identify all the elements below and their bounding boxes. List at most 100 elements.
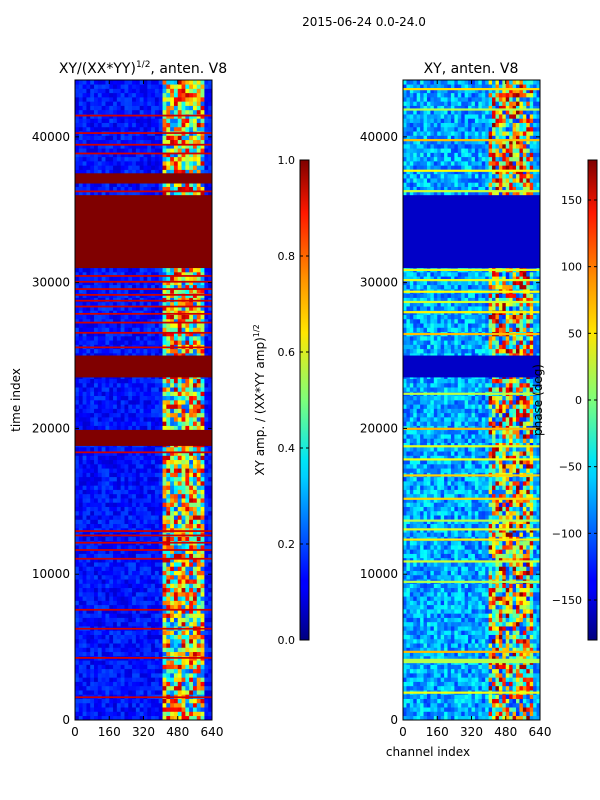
heatmap-cell bbox=[162, 545, 167, 550]
heatmap-cell bbox=[185, 707, 190, 712]
heatmap-cell bbox=[75, 323, 80, 328]
heatmap-cell bbox=[162, 391, 167, 397]
heatmap-cell bbox=[196, 579, 201, 584]
heatmap-cell bbox=[147, 152, 152, 158]
heatmap-cell bbox=[113, 327, 118, 333]
heatmap-cell bbox=[132, 135, 137, 141]
heatmap-cell bbox=[192, 583, 198, 589]
heatmap-cell bbox=[200, 353, 205, 358]
heatmap-cell bbox=[151, 596, 156, 601]
heatmap-cell bbox=[75, 348, 80, 354]
heatmap-cell bbox=[101, 707, 106, 712]
heatmap-cell bbox=[120, 485, 125, 490]
heatmap-cell bbox=[101, 318, 106, 324]
heatmap-cell bbox=[75, 387, 80, 392]
heatmap-cell bbox=[116, 600, 121, 606]
heatmap-cell bbox=[143, 425, 148, 431]
heatmap-cell bbox=[109, 336, 114, 341]
heatmap-cell bbox=[139, 536, 144, 542]
heatmap-cell bbox=[173, 681, 179, 687]
heatmap-cell bbox=[196, 553, 201, 559]
heatmap-cell bbox=[97, 353, 102, 358]
heatmap-cell bbox=[105, 510, 110, 516]
heatmap-cell bbox=[143, 327, 148, 333]
heatmap-cell bbox=[208, 169, 212, 175]
heatmap-cell bbox=[192, 165, 198, 170]
heatmap-cell bbox=[154, 587, 160, 593]
heatmap-cell bbox=[128, 404, 133, 409]
heatmap-cell bbox=[101, 378, 106, 384]
heatmap-cell bbox=[75, 267, 80, 273]
heatmap-cell bbox=[166, 481, 171, 486]
heatmap-cell bbox=[192, 711, 198, 717]
heatmap-cell bbox=[90, 314, 95, 320]
heatmap-cell bbox=[147, 545, 152, 550]
heatmap-cell bbox=[109, 387, 114, 392]
heatmap-cell bbox=[116, 553, 121, 559]
heatmap-cell bbox=[170, 685, 175, 691]
heatmap-cell bbox=[143, 353, 148, 358]
heatmap-cell bbox=[109, 532, 114, 537]
heatmap-cell bbox=[185, 148, 190, 153]
heatmap-cell bbox=[139, 156, 144, 162]
heatmap-cell bbox=[97, 144, 102, 149]
heatmap-cell bbox=[109, 489, 114, 495]
heatmap-cell bbox=[116, 502, 121, 507]
heatmap-cell bbox=[170, 348, 175, 354]
heatmap-cell bbox=[113, 685, 118, 691]
heatmap-cell bbox=[189, 570, 194, 576]
heatmap-cell bbox=[78, 570, 83, 576]
heatmap-cell bbox=[151, 630, 156, 635]
heatmap-cell bbox=[128, 301, 133, 307]
heatmap-cell bbox=[166, 557, 171, 563]
heatmap-cell bbox=[196, 570, 201, 576]
heatmap-cell bbox=[147, 685, 152, 691]
heatmap-cell bbox=[208, 681, 212, 687]
heatmap-cell bbox=[101, 515, 106, 520]
heatmap-cell bbox=[200, 493, 205, 499]
heatmap-cell bbox=[113, 485, 118, 490]
heatmap-cell bbox=[116, 660, 121, 665]
heatmap-cell bbox=[139, 613, 144, 618]
heatmap-cell bbox=[154, 557, 160, 563]
heatmap-cell bbox=[173, 707, 179, 712]
heatmap-cell bbox=[105, 707, 110, 712]
heatmap-cell bbox=[94, 613, 99, 618]
heatmap-cell bbox=[154, 459, 160, 465]
heatmap-cell bbox=[154, 651, 160, 657]
heatmap-cell bbox=[162, 455, 167, 461]
heatmap-cell bbox=[166, 451, 171, 456]
heatmap-cell bbox=[124, 579, 129, 584]
heatmap-cell bbox=[181, 340, 186, 345]
heatmap-cell bbox=[132, 673, 137, 678]
heatmap-cell bbox=[143, 126, 148, 132]
heatmap-cell bbox=[173, 476, 179, 482]
heatmap-cell bbox=[90, 651, 95, 657]
heatmap-cell bbox=[181, 387, 186, 392]
heatmap-cell bbox=[158, 391, 163, 397]
heatmap-cell bbox=[185, 545, 190, 550]
heatmap-cell bbox=[135, 284, 140, 290]
heatmap-cell bbox=[97, 139, 102, 145]
heatmap-cell bbox=[86, 472, 91, 478]
heatmap-cell bbox=[113, 464, 118, 469]
heatmap-cell bbox=[124, 613, 129, 618]
heatmap-cell bbox=[181, 156, 186, 162]
heatmap-cell bbox=[82, 425, 87, 431]
heatmap-cell bbox=[78, 289, 83, 294]
heatmap-cell bbox=[143, 638, 148, 644]
heatmap-cell bbox=[132, 664, 137, 670]
heatmap-cell bbox=[116, 425, 121, 431]
heatmap-cell bbox=[196, 485, 201, 490]
heatmap-cell bbox=[109, 306, 114, 311]
heatmap-cell bbox=[132, 327, 137, 333]
heatmap-cell bbox=[132, 182, 137, 187]
heatmap-cell bbox=[124, 276, 129, 281]
heatmap-cell bbox=[132, 165, 137, 170]
heatmap-cell bbox=[128, 707, 133, 712]
heatmap-cell bbox=[173, 570, 179, 576]
heatmap-cell bbox=[90, 267, 95, 273]
heatmap-cell bbox=[173, 673, 179, 678]
heatmap-cell bbox=[158, 630, 163, 635]
heatmap-cell bbox=[82, 481, 87, 486]
